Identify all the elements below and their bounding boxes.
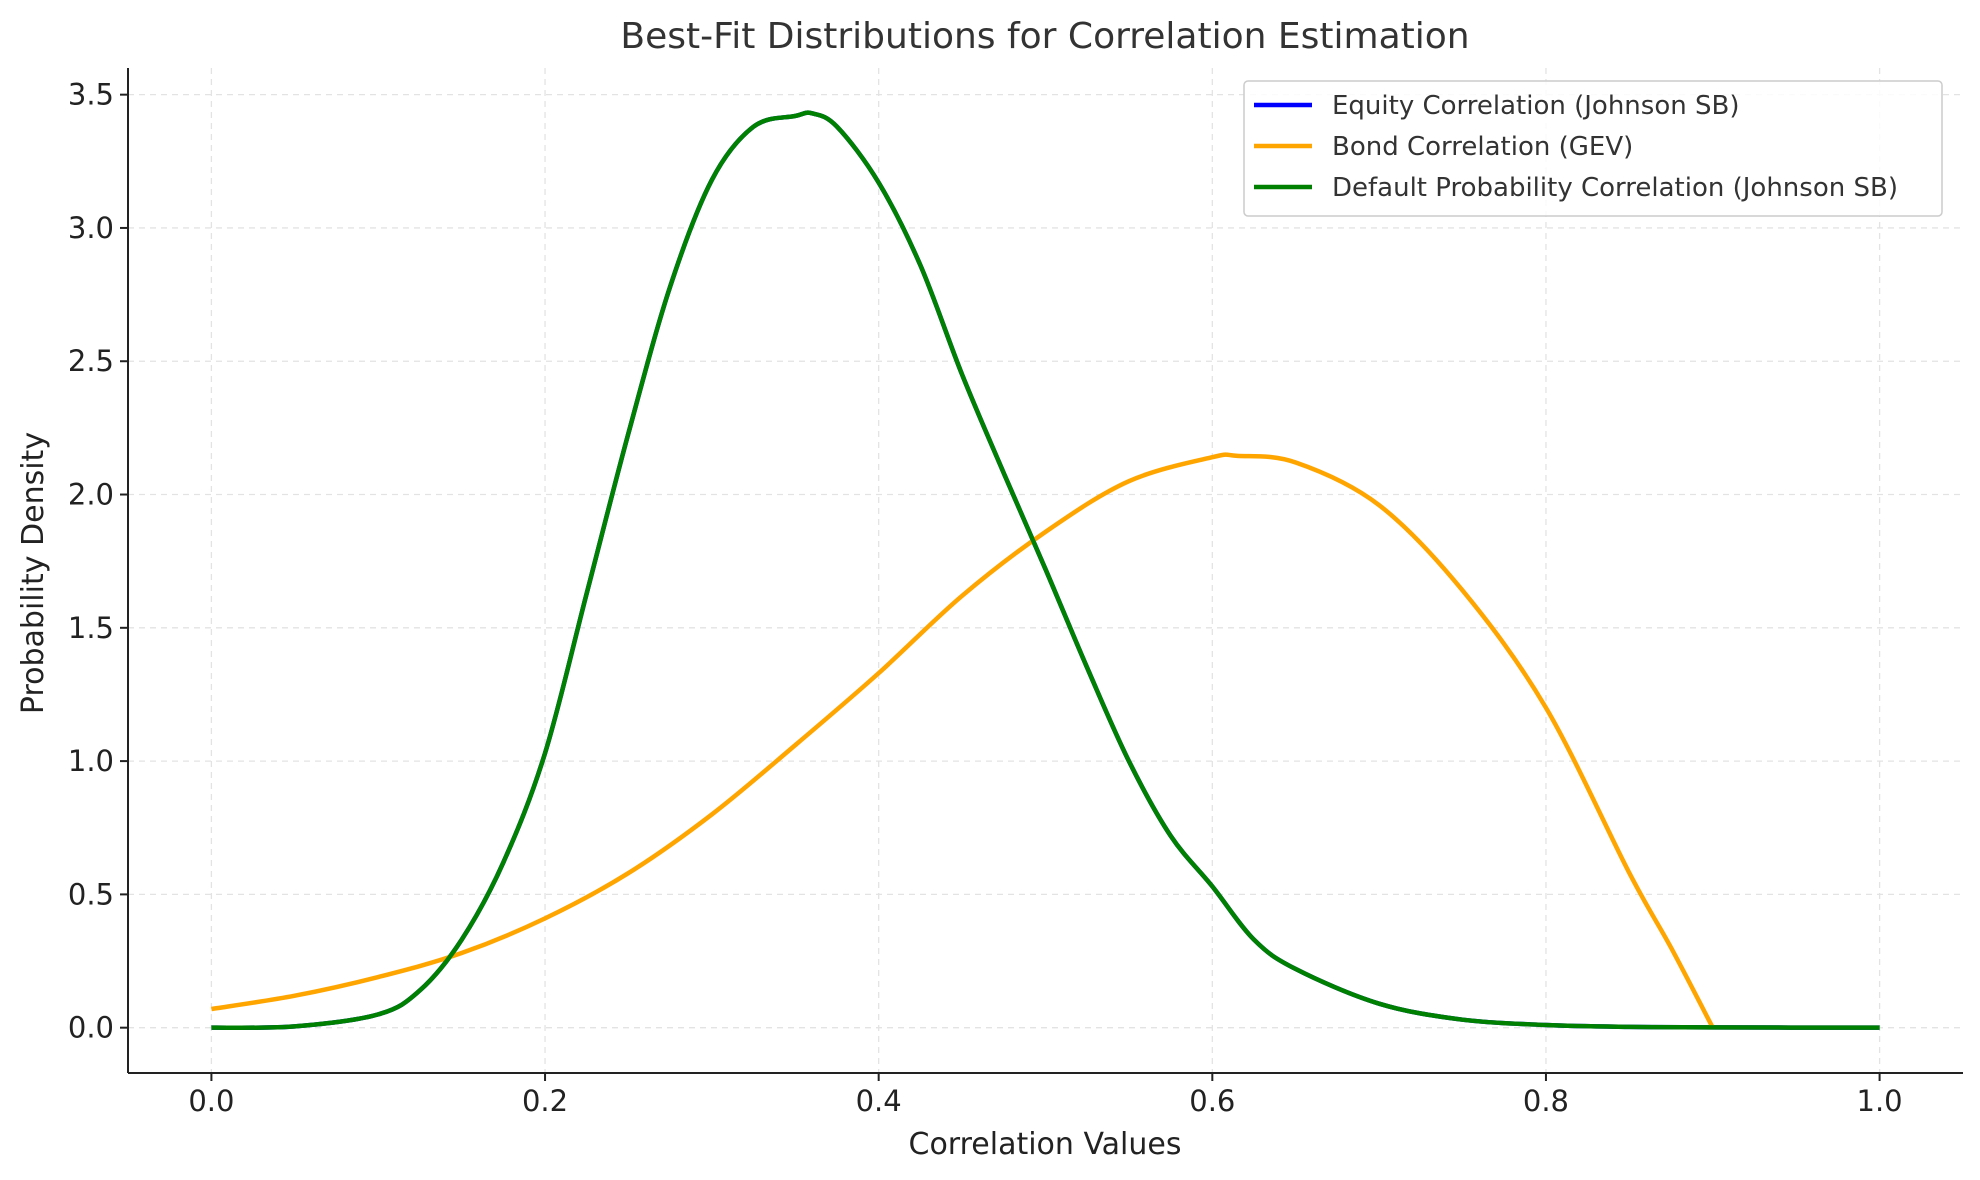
x-tick-label: 0.0 [188, 1084, 234, 1118]
y-tick-label: 0.0 [68, 1011, 114, 1045]
plot-area [211, 110, 1880, 1031]
legend: Equity Correlation (Johnson SB) Bond Corr… [1243, 80, 1943, 217]
y-tick-label: 0.5 [68, 877, 114, 911]
x-tick-label: 0.6 [1189, 1084, 1235, 1118]
y-tick-label: 3.5 [68, 78, 114, 112]
x-tick-label: 0.2 [522, 1084, 568, 1118]
axes [120, 68, 1963, 1081]
legend-label: Equity Correlation (Johnson SB) [1332, 91, 1739, 121]
x-axis-label: Correlation Values [909, 1127, 1182, 1162]
legend-label: Default Probability Correlation (Johnson… [1332, 173, 1898, 203]
y-tick-label: 2.5 [68, 344, 114, 378]
y-tick-label: 3.0 [68, 211, 114, 245]
chart-title: Best-Fit Distributions for Correlation E… [620, 16, 1469, 57]
legend-box [1243, 80, 1943, 217]
legend-label: Bond Correlation (GEV) [1332, 132, 1633, 162]
y-tick-label: 1.0 [68, 744, 114, 778]
tick-labels: 0.0 0.2 0.4 0.6 0.8 1.0 0.0 0.5 1.0 1.5 2.0 2.5 3.0 3… [68, 78, 1903, 1118]
x-tick-label: 0.8 [1523, 1084, 1569, 1118]
y-axis-label: Probability Density [16, 432, 51, 714]
x-tick-label: 1.0 [1857, 1084, 1903, 1118]
series-line-2 [211, 452, 1715, 1029]
grid [128, 68, 1963, 1073]
x-tick-label: 0.4 [856, 1084, 902, 1118]
y-tick-label: 1.5 [68, 611, 114, 645]
series-line-3 [211, 110, 1880, 1031]
y-tick-label: 2.0 [68, 478, 114, 512]
